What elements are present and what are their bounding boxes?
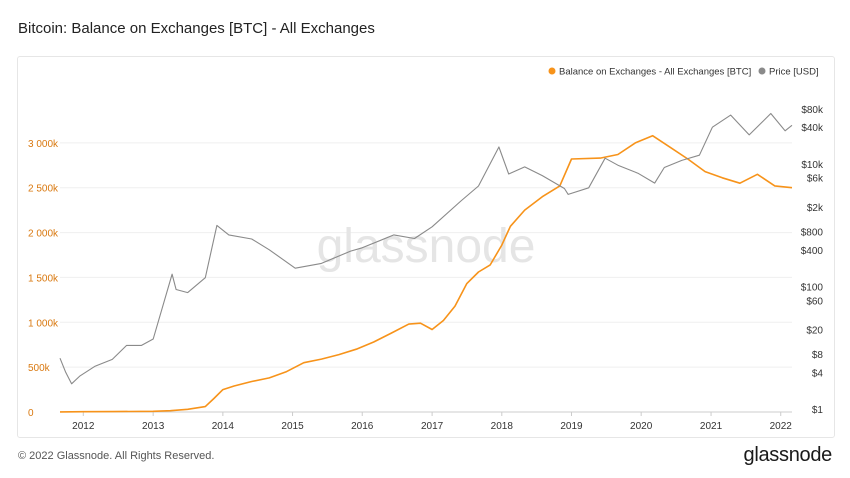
x-tick-label: 2013: [142, 421, 165, 432]
x-tick-label: 2015: [281, 421, 304, 432]
left-tick-label: 0: [28, 408, 34, 419]
left-tick-label: 1 000k: [28, 318, 59, 329]
x-axis-ticks: 2012 2013 2014 2015 2016 2017 2018 2019 2020 2021…: [60, 411, 793, 432]
x-tick-label: 2012: [72, 421, 95, 432]
x-tick-label: 2018: [491, 421, 514, 432]
x-tick-label: 2020: [630, 421, 653, 432]
x-tick-label: 2022: [770, 421, 793, 432]
right-axis-ticks: $1 $4 $8 $20 $60 $100 $400 $800 $2k $6k $10k $40k $8…: [801, 105, 824, 416]
right-tick-label: $40k: [801, 123, 824, 134]
x-tick-label: 2019: [560, 421, 583, 432]
left-axis-ticks: 0 500k 1 000k 1 500k 2 000k 2 500k 3 000k: [28, 139, 59, 419]
right-tick-label: $400: [801, 246, 824, 257]
price-series-line: [59, 112, 793, 385]
legend-marker: [548, 67, 556, 75]
x-tick-label: 2016: [351, 421, 374, 432]
right-tick-label: $10k: [801, 160, 824, 171]
left-tick-label: 3 000k: [28, 139, 59, 150]
chart-svg: glassnode 0 500k 1 000k 1 500k 2 000k 2 500k 3…: [28, 67, 824, 433]
x-tick-label: 2021: [700, 421, 723, 432]
page-title: Bitcoin: Balance on Exchanges [BTC] - Al…: [18, 20, 375, 37]
x-tick-label: 2014: [212, 421, 235, 432]
right-tick-label: $800: [801, 227, 824, 238]
legend-label: Balance on Exchanges - All Exchanges [BT…: [559, 67, 751, 78]
legend[interactable]: Balance on Exchanges - All Exchanges [BT…: [548, 67, 819, 78]
right-tick-label: $8: [812, 350, 824, 361]
balance-series-line: [59, 134, 793, 413]
right-tick-label: $20: [806, 325, 823, 336]
left-tick-label: 500k: [28, 363, 51, 374]
watermark: glassnode: [317, 220, 536, 273]
right-tick-label: $4: [812, 368, 824, 379]
right-tick-label: $1: [812, 405, 824, 416]
grid-lines: [60, 142, 792, 413]
right-tick-label: $80k: [801, 105, 824, 116]
left-tick-label: 1 500k: [28, 273, 59, 284]
legend-label: Price [USD]: [769, 67, 819, 78]
right-tick-label: $2k: [807, 203, 824, 214]
copyright-footer: © 2022 Glassnode. All Rights Reserved.: [18, 450, 215, 462]
left-tick-label: 2 500k: [28, 184, 59, 195]
right-tick-label: $100: [801, 283, 824, 294]
series-group: [59, 112, 793, 413]
left-tick-label: 2 000k: [28, 229, 59, 240]
legend-marker: [758, 67, 766, 75]
glassnode-logo[interactable]: glassnode: [743, 444, 833, 466]
x-tick-label: 2017: [421, 421, 444, 432]
right-tick-label: $6k: [807, 174, 824, 185]
chart-panel: glassnode 0 500k 1 000k 1 500k 2 000k 2 500k 3…: [17, 56, 835, 438]
right-tick-label: $60: [806, 296, 823, 307]
